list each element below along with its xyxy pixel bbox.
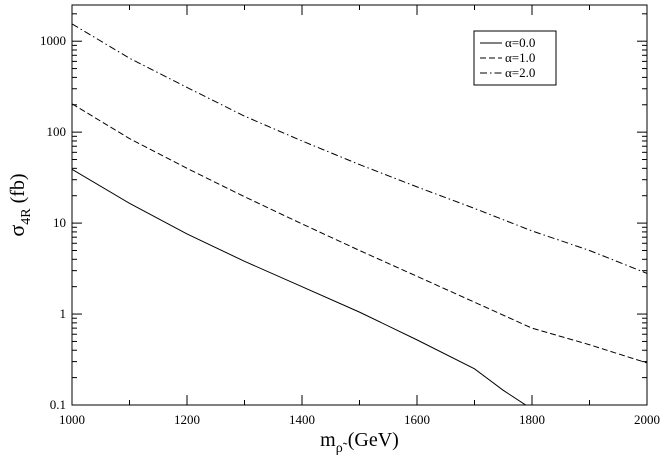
x-tick-label: 1600 — [404, 412, 430, 427]
x-tick-label: 1200 — [174, 412, 200, 427]
legend-box — [473, 30, 557, 86]
legend-entry: α=0.0 — [505, 35, 535, 50]
x-tick-label: 1400 — [289, 412, 315, 427]
x-tick-label: 1800 — [519, 412, 545, 427]
ticks: 1000 1200 1400 1600 1800 2000 0.1 1 10 100 1000 — [40, 5, 660, 427]
y-axis-label: σ4R (fb) — [4, 173, 34, 236]
series-line-0 — [72, 168, 527, 405]
x-axis-label: mρ̃ (GeV) — [320, 429, 399, 456]
y-axis-label-unit: (fb) — [7, 173, 29, 203]
y-axis-label-subscript: 4R — [19, 208, 34, 225]
y-tick-label: 0.1 — [50, 397, 66, 412]
x-axis-label-base: m — [320, 429, 336, 451]
x-tick-label: 1000 — [59, 412, 85, 427]
x-axis-label-subscript: ρ̃ — [336, 441, 348, 456]
legend-entry: α=1.0 — [505, 50, 535, 65]
y-tick-label: 10 — [53, 215, 66, 230]
series-line-1 — [72, 103, 647, 364]
series-line-2 — [72, 23, 647, 274]
y-axis-label-base: σ — [4, 225, 29, 237]
plot-frame — [71, 4, 648, 406]
y-tick-label: 1000 — [40, 33, 66, 48]
x-tick-label: 2000 — [634, 412, 660, 427]
legend: α=0.0α=1.0α=2.0 — [473, 30, 557, 86]
legend-entry: α=2.0 — [505, 65, 535, 80]
series-lines — [72, 23, 647, 405]
y-tick-label: 100 — [47, 124, 67, 139]
y-tick-label: 1 — [60, 306, 67, 321]
x-axis-label-unit: (GeV) — [348, 429, 399, 451]
